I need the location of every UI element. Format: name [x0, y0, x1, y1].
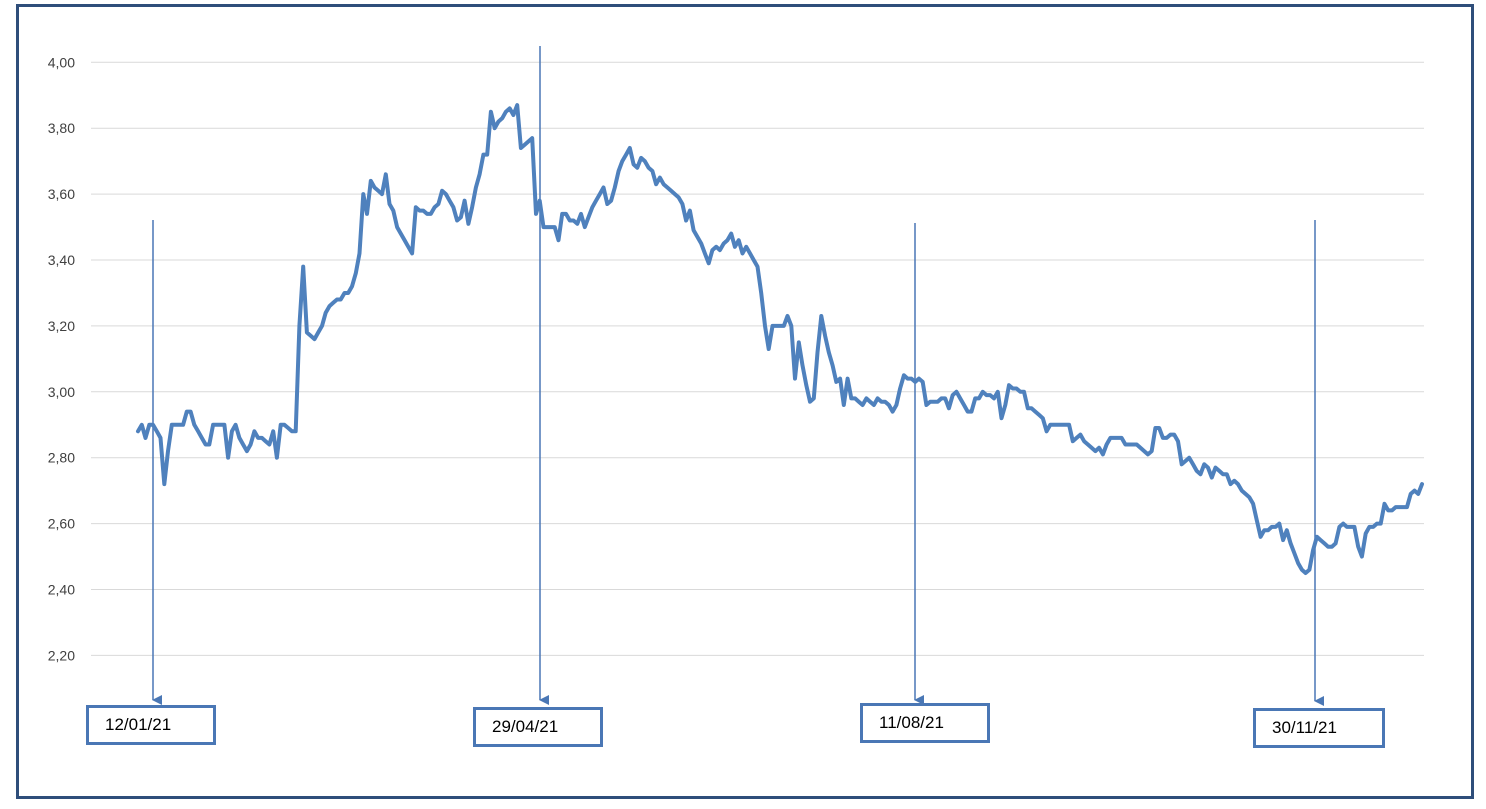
- date-label-box: 30/11/21: [1253, 708, 1385, 748]
- date-label-box: 11/08/21: [860, 703, 990, 743]
- y-tick-label: 2,40: [48, 582, 75, 598]
- y-tick-label: 3,80: [48, 120, 75, 136]
- y-axis: 4,00 3,80 3,60 3,40 3,20 3,00 2,80 2,60 2,40 2,20: [48, 54, 75, 663]
- y-tick-label: 2,60: [48, 516, 75, 532]
- y-tick-label: 4,00: [48, 54, 75, 70]
- date-label-box: 29/04/21: [473, 707, 603, 747]
- date-label-box: 12/01/21: [86, 705, 216, 745]
- series-line: [136, 103, 1424, 575]
- line-chart: 4,00 3,80 3,60 3,40 3,20 3,00 2,80 2,60 2,40 2,20: [48, 46, 1424, 706]
- y-tick-label: 3,20: [48, 318, 75, 334]
- gridlines: [91, 61, 1424, 656]
- series: [136, 103, 1424, 575]
- y-tick-label: 3,00: [48, 384, 75, 400]
- annotation-arrows: [152, 46, 1324, 706]
- y-tick-label: 2,80: [48, 450, 75, 466]
- y-tick-label: 2,20: [48, 647, 75, 663]
- y-tick-label: 3,60: [48, 186, 75, 202]
- chart-frame: 4,00 3,80 3,60 3,40 3,20 3,00 2,80 2,60 2,40 2,20…: [16, 4, 1474, 799]
- y-tick-label: 3,40: [48, 252, 75, 268]
